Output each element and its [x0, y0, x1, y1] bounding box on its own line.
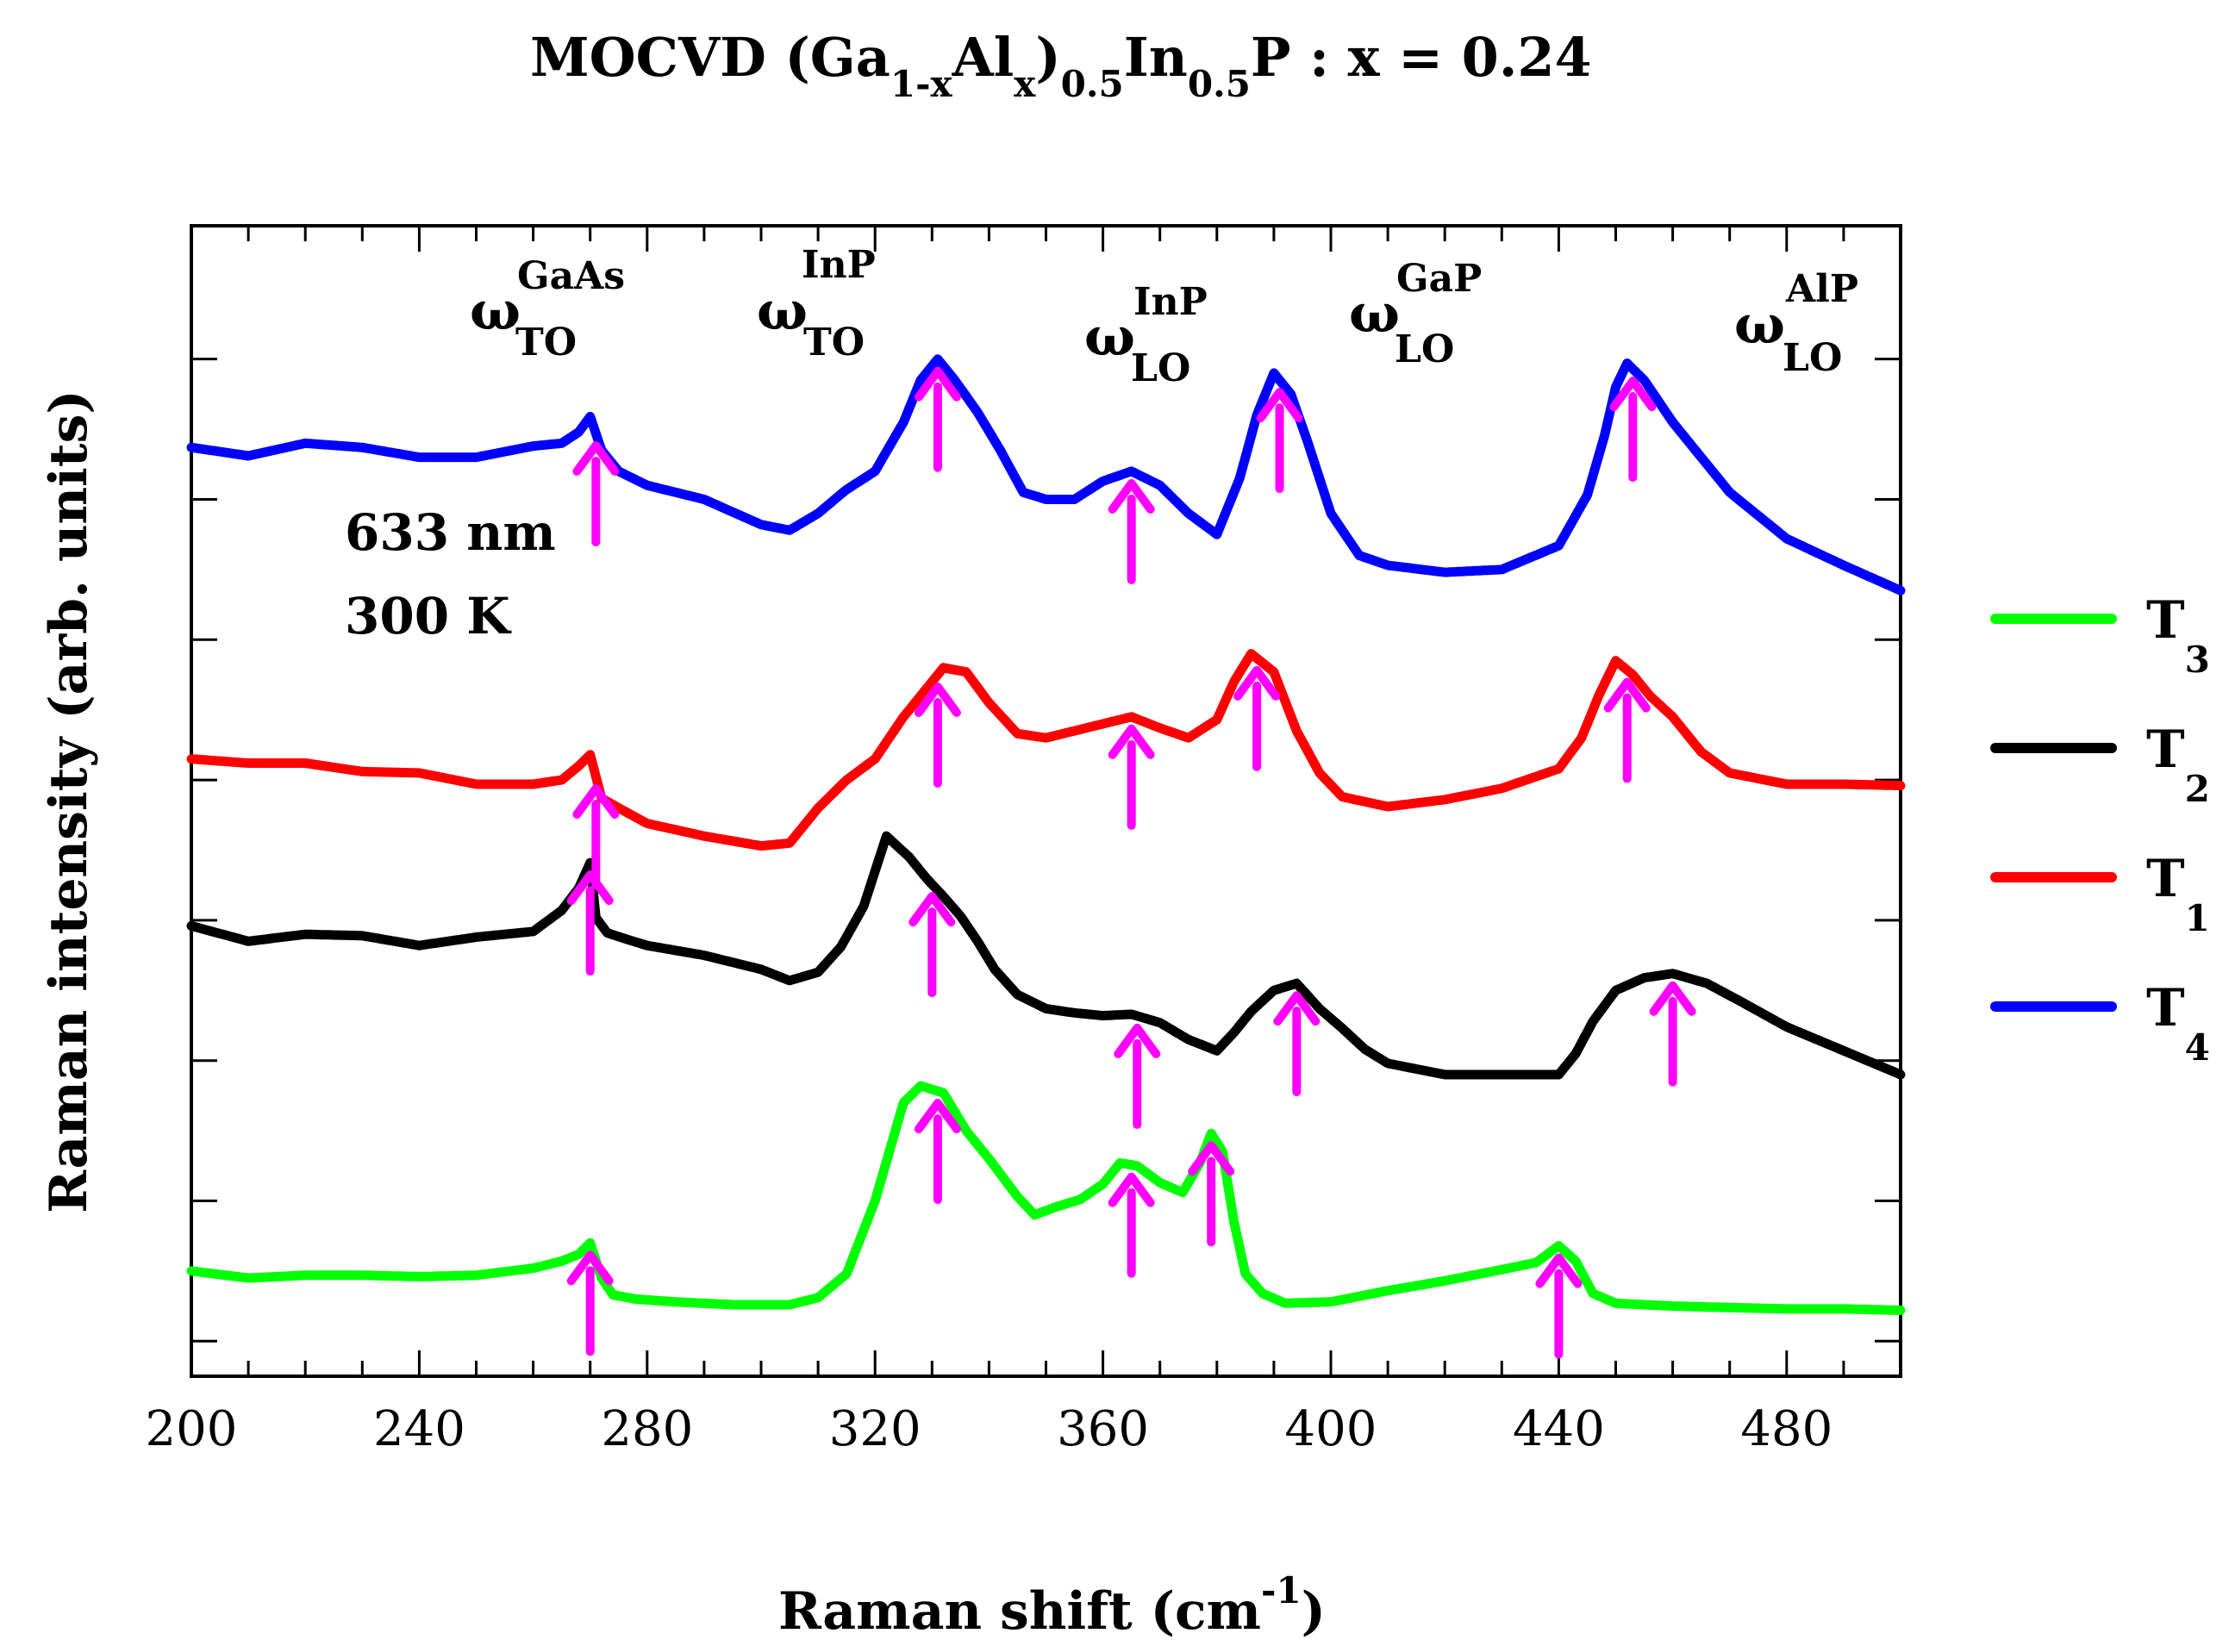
- peak-arrow-t1: [1233, 665, 1281, 771]
- peak-sub: TO: [803, 321, 865, 365]
- peak-arrow-t4: [572, 440, 620, 546]
- peak-sup: AlP: [1785, 267, 1858, 311]
- axis-ticks: [190, 226, 1902, 1376]
- legend-entry-t1: T1: [1990, 849, 2210, 939]
- peak-arrow-t4: [1256, 388, 1303, 494]
- legend-label: T2: [2146, 720, 2210, 810]
- peak-arrow-t4: [1108, 478, 1155, 584]
- legend-entry-t2: T2: [1990, 720, 2210, 810]
- series-line-t3: [186, 1081, 1906, 1315]
- peak-label-inp-to: ω InP TO: [757, 243, 876, 365]
- peak-sub: LO: [1395, 327, 1454, 371]
- omega-symbol: ω: [1349, 282, 1400, 345]
- peak-arrow-t2: [1649, 981, 1696, 1087]
- series-line-t1: [186, 649, 1906, 851]
- chart-title: MOCVD (Ga1-xAlx)0.5In0.5P : x = 0.24: [530, 26, 1592, 105]
- peak-arrow-t2: [1273, 991, 1321, 1097]
- peak-arrow-t1: [1603, 677, 1651, 783]
- omega-symbol: ω: [1734, 293, 1785, 356]
- series-group: [186, 354, 1906, 1315]
- series-line-t2: [186, 831, 1906, 1080]
- peak-sub: TO: [515, 321, 577, 365]
- peak-label-gaas-to: ω GaAs TO: [470, 254, 625, 365]
- peak-sub: LO: [1783, 336, 1842, 380]
- x-tick-label: 440: [1513, 1401, 1605, 1457]
- legend-entry-t4: T4: [1990, 978, 2210, 1069]
- peak-labels: ω GaAs TO ω InP TO ω InP LO ω GaP LO ω A…: [470, 243, 1858, 390]
- x-tick-label: 320: [829, 1401, 921, 1457]
- peak-arrow-t3: [1188, 1141, 1235, 1247]
- peak-sup: GaAs: [517, 254, 625, 298]
- legend-entry-t3: T3: [1990, 590, 2210, 681]
- peak-arrow-t3: [1535, 1253, 1583, 1359]
- peak-sup: InP: [802, 243, 876, 287]
- legend-label: T1: [2146, 849, 2210, 939]
- peak-arrow-t3: [566, 1250, 614, 1356]
- x-tick-label: 200: [146, 1401, 238, 1457]
- peak-arrow-t1: [914, 682, 961, 788]
- peak-arrow-t4: [1609, 377, 1657, 483]
- peak-label-gap-lo: ω GaP LO: [1349, 257, 1482, 371]
- omega-symbol: ω: [757, 279, 808, 342]
- y-axis-label: Raman intensity (arb. units): [39, 390, 99, 1213]
- peak-arrow-t2: [566, 870, 614, 976]
- peak-arrow-t1: [1108, 724, 1155, 830]
- legend-label: T4: [2146, 978, 2210, 1069]
- series-line-t4: [186, 354, 1906, 595]
- x-tick-label: 400: [1285, 1401, 1377, 1457]
- peak-sup: GaP: [1396, 257, 1482, 301]
- legend-label: T3: [2146, 590, 2210, 681]
- wavelength-annotation: 633 nm: [345, 503, 556, 562]
- legend: T3 T2 T1 T4: [1990, 590, 2210, 1069]
- x-tick-labels: 200 240 280 320 360 400 440 480: [146, 1401, 1833, 1457]
- peak-sup: InP: [1133, 280, 1208, 324]
- peak-sub: LO: [1131, 346, 1190, 390]
- x-axis-label: Raman shift (cm-1): [778, 1569, 1326, 1642]
- peak-arrow-t2: [908, 892, 956, 998]
- x-tick-label: 480: [1740, 1401, 1833, 1457]
- x-tick-label: 240: [373, 1401, 465, 1457]
- x-tick-label: 280: [601, 1401, 693, 1457]
- omega-symbol: ω: [470, 279, 521, 342]
- temperature-annotation: 300 K: [345, 587, 512, 645]
- peak-arrow-t3: [914, 1099, 961, 1205]
- peak-arrow-t1: [572, 784, 620, 890]
- peak-label-inp-lo: ω InP LO: [1084, 280, 1208, 390]
- omega-symbol: ω: [1084, 305, 1135, 368]
- x-tick-label: 360: [1057, 1401, 1149, 1457]
- peak-label-alp-lo: ω AlP LO: [1734, 267, 1858, 380]
- peak-arrows: [566, 366, 1696, 1359]
- peak-arrow-t4: [914, 366, 961, 472]
- peak-arrow-t2: [1114, 1023, 1161, 1129]
- peak-arrow-t3: [1108, 1172, 1155, 1278]
